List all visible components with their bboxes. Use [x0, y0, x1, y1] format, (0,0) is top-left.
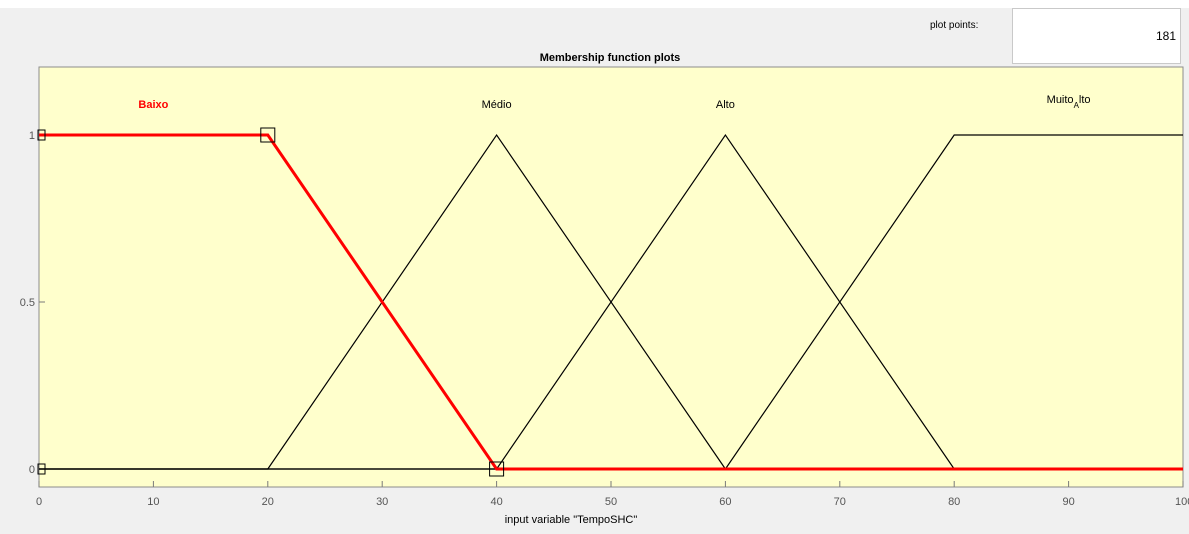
- x-tick-label: 60: [719, 496, 731, 508]
- plot-area[interactable]: [38, 66, 1184, 488]
- x-tick-label: 20: [262, 496, 274, 508]
- mf-curve-muito-alto[interactable]: [39, 134, 1183, 470]
- x-tick-label: 10: [147, 496, 159, 508]
- x-tick-label: 0: [36, 496, 42, 508]
- plot-points-label: plot points:: [930, 20, 979, 31]
- x-tick-label: 30: [376, 496, 388, 508]
- x-tick-label: 70: [834, 496, 846, 508]
- y-tick-label: 1: [29, 130, 35, 142]
- mf-handle[interactable]: [37, 129, 46, 141]
- mf-label-muito-alto[interactable]: MuitoAlto: [1047, 94, 1091, 110]
- x-axis-label: input variable "TempoSHC": [505, 514, 638, 526]
- mf-label-alto[interactable]: Alto: [716, 99, 735, 111]
- membership-curves[interactable]: [39, 133, 1183, 471]
- x-tick-label: 100: [1175, 496, 1189, 508]
- y-tick-label: 0: [29, 464, 35, 476]
- selected-curve-handles[interactable]: [37, 127, 505, 477]
- chart-title: Membership function plots: [539, 52, 681, 64]
- mf-handle[interactable]: [37, 463, 46, 475]
- mf-label-baixo[interactable]: Baixo: [138, 99, 168, 111]
- x-tick-label: 80: [948, 496, 960, 508]
- x-tick-label: 50: [605, 496, 617, 508]
- x-tick-label: 90: [1062, 496, 1074, 508]
- y-tick-label: 0.5: [20, 297, 35, 309]
- axis-ticks: 0 10 20 30 40 50 60 70 80 90 100 0 0.5 1: [20, 130, 1189, 508]
- mf-curve-baixo[interactable]: [39, 133, 1183, 471]
- x-tick-label: 40: [490, 496, 502, 508]
- plot-points-input[interactable]: 181: [1012, 8, 1181, 64]
- mf-handle[interactable]: [260, 127, 276, 143]
- mf-handle[interactable]: [489, 461, 505, 477]
- membership-labels[interactable]: Baixo Médio Alto MuitoAlto: [138, 94, 1090, 111]
- mf-label-m-dio[interactable]: Médio: [482, 99, 512, 111]
